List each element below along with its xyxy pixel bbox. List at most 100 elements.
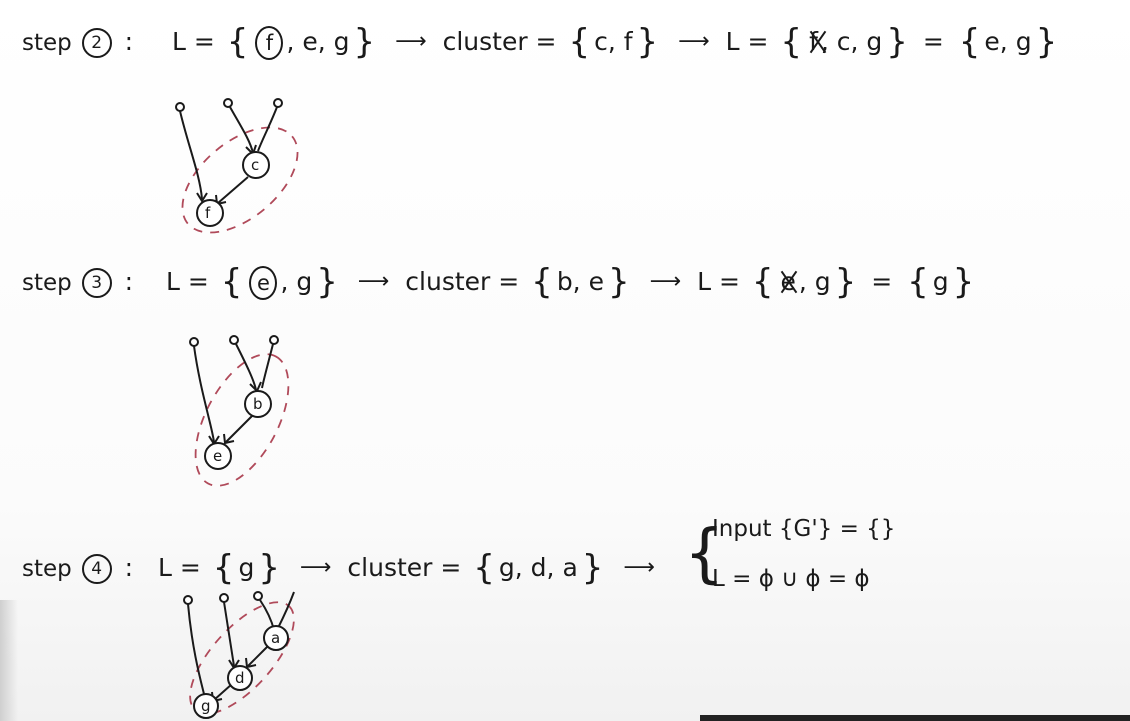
- close-brace: }: [316, 262, 338, 302]
- graph-node: [227, 665, 253, 691]
- input-port: [189, 337, 199, 347]
- graph-node: [204, 442, 232, 470]
- edge: [179, 110, 203, 200]
- input-port: [273, 98, 283, 108]
- list-before-prefix: L =: [166, 267, 209, 296]
- cluster-items: c, f: [594, 27, 633, 56]
- step-colon: :: [124, 27, 134, 56]
- list-item: g: [238, 553, 255, 582]
- step-colon: :: [124, 553, 134, 582]
- equals-sign: =: [922, 27, 944, 56]
- edge: [257, 106, 278, 152]
- outcome-brace: {: [684, 517, 725, 591]
- result-set: g: [932, 267, 949, 296]
- input-port: [229, 335, 239, 345]
- list-before-prefix: L =: [172, 27, 215, 56]
- edge: [193, 345, 215, 443]
- arrowhead: [245, 657, 257, 669]
- edge: [259, 599, 275, 631]
- list-item: , e: [286, 27, 318, 56]
- step-label: step: [22, 270, 72, 296]
- node-label: e: [213, 447, 222, 465]
- close-brace: }: [886, 22, 908, 62]
- step-number: 4: [81, 554, 112, 584]
- edge: [247, 645, 269, 667]
- step-number: 2: [81, 28, 112, 58]
- list-before-prefix: L =: [158, 553, 201, 582]
- input-port: [223, 98, 233, 108]
- outcome-line-1: Input {G'} = {}: [712, 516, 896, 542]
- cluster-outline: [194, 353, 290, 487]
- step-colon: :: [124, 267, 134, 296]
- graph-node: [193, 693, 219, 719]
- open-brace: {: [568, 22, 591, 62]
- input-port: [183, 595, 193, 605]
- cluster-prefix: cluster =: [405, 267, 520, 296]
- open-brace: {: [531, 262, 553, 302]
- open-brace: {: [751, 262, 774, 302]
- input-port: [219, 593, 229, 603]
- cluster-prefix: cluster =: [442, 27, 557, 56]
- arrow: ⟶: [678, 29, 710, 54]
- step-3-row: step 3 : L = {e, g} ⟶ cluster = {b, e} ⟶…: [22, 262, 978, 302]
- close-brace: }: [581, 548, 604, 588]
- crossed-element: e: [780, 267, 796, 296]
- step-4-row: step 4 : L = {g} ⟶ cluster = {g, d, a} ⟶: [22, 548, 663, 588]
- close-brace: }: [258, 548, 280, 588]
- input-port: [269, 335, 279, 345]
- cluster-outline: [181, 126, 299, 234]
- arrow: ⟶: [357, 269, 390, 294]
- node-label: b: [253, 395, 263, 413]
- node-label: f: [205, 204, 211, 222]
- open-brace: {: [958, 22, 981, 62]
- equals-sign: =: [871, 267, 893, 296]
- edge: [235, 343, 257, 391]
- page-shadow: [0, 600, 18, 721]
- node-label: c: [251, 156, 259, 174]
- arrow: ⟶: [395, 29, 427, 54]
- close-brace: }: [834, 262, 857, 302]
- cluster-prefix: cluster =: [347, 553, 462, 582]
- step-3-graph: b e: [189, 335, 290, 487]
- close-brace: }: [353, 22, 376, 62]
- cluster-outline: [189, 601, 295, 715]
- list-item: , g: [850, 27, 883, 56]
- open-brace: {: [220, 262, 243, 302]
- edge: [223, 601, 235, 667]
- open-brace: {: [226, 22, 249, 62]
- edge: [217, 176, 249, 204]
- graph-node: [196, 199, 224, 227]
- step-4-graph: a d g: [183, 591, 295, 719]
- input-port: [175, 102, 185, 112]
- edge: [213, 683, 233, 701]
- page-edge: [700, 715, 1130, 721]
- list-after-prefix: L =: [697, 267, 740, 296]
- node-label: d: [235, 669, 245, 687]
- edge: [229, 106, 254, 154]
- edge: [261, 343, 274, 389]
- close-brace: }: [636, 22, 659, 62]
- edge: [187, 603, 205, 695]
- list-item: , g: [280, 267, 313, 296]
- open-brace: {: [212, 548, 235, 588]
- node-label: a: [271, 629, 280, 647]
- cluster-items: b, e: [556, 267, 604, 296]
- cluster-items: g, d, a: [498, 553, 578, 582]
- edge: [225, 415, 253, 443]
- outcome-line-2: L = ϕ ∪ ϕ = ϕ: [712, 566, 870, 592]
- graph-node: [242, 151, 270, 179]
- arrowhead: [196, 192, 208, 203]
- close-brace: }: [607, 262, 630, 302]
- close-brace: }: [952, 262, 975, 302]
- open-brace: {: [780, 22, 803, 62]
- graph-node: [263, 625, 289, 651]
- list-item: , g: [798, 267, 831, 296]
- step-label: step: [22, 30, 72, 56]
- step-number: 3: [81, 268, 112, 298]
- list-after-prefix: L =: [725, 27, 769, 56]
- node-label: g: [201, 697, 211, 715]
- arrowhead: [223, 433, 235, 445]
- selected-element: f: [255, 26, 284, 60]
- step-2-graph: c f: [175, 98, 299, 234]
- graph-node: [244, 390, 272, 418]
